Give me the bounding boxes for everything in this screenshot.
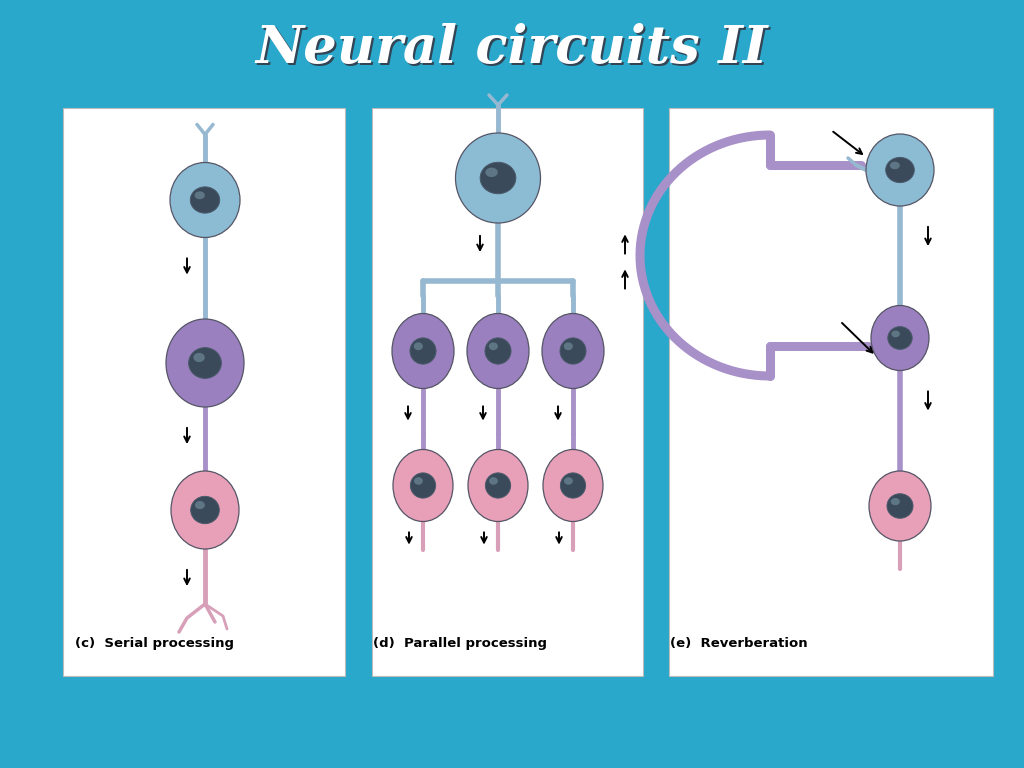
Ellipse shape <box>560 338 586 364</box>
Ellipse shape <box>485 167 498 177</box>
Ellipse shape <box>871 306 929 370</box>
Ellipse shape <box>886 157 914 183</box>
Ellipse shape <box>194 353 205 362</box>
Ellipse shape <box>489 477 498 485</box>
Ellipse shape <box>891 498 900 505</box>
Ellipse shape <box>195 501 205 509</box>
Ellipse shape <box>480 162 516 194</box>
Ellipse shape <box>560 473 586 498</box>
Ellipse shape <box>869 471 931 541</box>
Ellipse shape <box>542 313 604 389</box>
Text: Neural circuits II: Neural circuits II <box>256 22 768 74</box>
Ellipse shape <box>410 338 436 364</box>
Ellipse shape <box>190 187 220 214</box>
Ellipse shape <box>485 473 511 498</box>
Ellipse shape <box>888 326 912 349</box>
Bar <box>372 108 643 676</box>
Ellipse shape <box>468 449 528 521</box>
Ellipse shape <box>543 449 603 521</box>
Ellipse shape <box>190 496 219 524</box>
Ellipse shape <box>170 163 240 237</box>
Ellipse shape <box>891 330 900 337</box>
Ellipse shape <box>171 471 239 549</box>
Ellipse shape <box>890 162 900 169</box>
Ellipse shape <box>414 477 423 485</box>
Ellipse shape <box>414 343 423 350</box>
Ellipse shape <box>393 449 453 521</box>
Ellipse shape <box>467 313 529 389</box>
Ellipse shape <box>887 494 913 518</box>
Ellipse shape <box>866 134 934 206</box>
Ellipse shape <box>488 343 498 350</box>
Ellipse shape <box>485 338 511 364</box>
Ellipse shape <box>411 473 435 498</box>
Ellipse shape <box>188 348 221 379</box>
Ellipse shape <box>564 477 572 485</box>
Ellipse shape <box>195 191 205 199</box>
Text: (c)  Serial processing: (c) Serial processing <box>75 637 234 650</box>
Text: Neural circuits II: Neural circuits II <box>258 25 770 75</box>
Text: (e)  Reverberation: (e) Reverberation <box>670 637 808 650</box>
Ellipse shape <box>564 343 572 350</box>
Ellipse shape <box>392 313 454 389</box>
Bar <box>63 108 345 676</box>
Bar <box>669 108 993 676</box>
Ellipse shape <box>456 133 541 223</box>
Text: (d)  Parallel processing: (d) Parallel processing <box>373 637 547 650</box>
Ellipse shape <box>166 319 244 407</box>
